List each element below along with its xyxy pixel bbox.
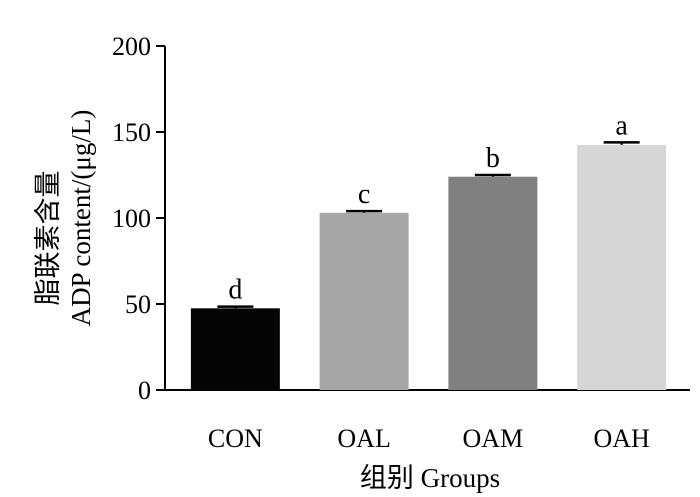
y-tick-label: 150 [112,118,151,147]
x-tick-label: OAM [463,424,524,453]
y-tick-label: 200 [112,32,151,61]
x-tick-label: OAL [337,424,390,453]
bar [319,212,409,390]
significance-label: c [358,179,370,210]
y-tick-label: 100 [112,204,151,233]
x-tick-label: OAH [593,424,650,453]
significance-label: d [228,275,242,306]
x-axis-title: 组别 Groups [360,463,500,493]
labels: 0 50 100 150 200 d CON c OAL b OAM a OAH [112,32,650,453]
y-tick-label: 50 [125,290,151,319]
y-axis-title-english: ADP content/(μg/L) [66,110,96,327]
significance-label: a [615,110,628,141]
significance-label: b [486,143,500,174]
bar [577,144,667,390]
bar [190,308,280,390]
x-tick-label: CON [208,424,263,453]
bars [190,141,667,390]
y-tick-label: 0 [138,376,151,405]
bar [448,176,538,390]
y-axis-title-chinese: 脂联素含量 [33,171,63,306]
